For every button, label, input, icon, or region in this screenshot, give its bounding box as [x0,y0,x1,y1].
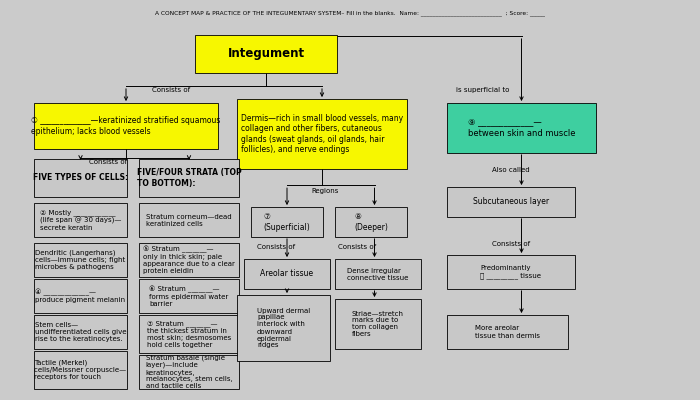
Text: ⑤ Stratum _______—
only in thick skin; pale
appearance due to a clear
protein el: ⑤ Stratum _______— only in thick skin; p… [143,246,235,274]
FancyBboxPatch shape [34,351,127,389]
FancyBboxPatch shape [34,203,127,237]
Text: Striae—stretch
marks due to
torn collagen
fibers: Striae—stretch marks due to torn collage… [352,310,404,338]
FancyBboxPatch shape [34,159,127,197]
FancyBboxPatch shape [139,279,239,313]
Text: More areolar
tissue than dermis: More areolar tissue than dermis [475,326,540,338]
Text: A CONCEPT MAP & PRACTICE OF THE INTEGUMENTARY SYSTEM– Fill in the blanks.  Name:: A CONCEPT MAP & PRACTICE OF THE INTEGUME… [155,10,545,16]
Text: Regions: Regions [312,188,340,194]
Text: Stratum corneum—dead
keratinized cells: Stratum corneum—dead keratinized cells [146,214,232,226]
Text: is superficial to: is superficial to [456,87,510,93]
Text: Consists of: Consists of [90,159,127,165]
FancyBboxPatch shape [139,203,239,237]
FancyBboxPatch shape [34,243,127,277]
Text: Subcutaneous layer: Subcutaneous layer [473,198,549,206]
Text: FIVE TYPES OF CELLS:: FIVE TYPES OF CELLS: [33,174,128,182]
FancyBboxPatch shape [335,207,407,237]
FancyBboxPatch shape [34,103,218,149]
Text: Dense irregular
connective tissue: Dense irregular connective tissue [347,268,409,280]
Text: Areolar tissue: Areolar tissue [260,270,314,278]
FancyBboxPatch shape [244,259,330,289]
Text: Integument: Integument [228,48,304,60]
Text: Tactile (Merkel)
cells/Meissner corpuscle—
receptors for touch: Tactile (Merkel) cells/Meissner corpuscl… [34,360,127,380]
Text: ⑥ Stratum _______—
forms epidermal water
barrier: ⑥ Stratum _______— forms epidermal water… [149,285,229,307]
Text: ⑧
(Deeper): ⑧ (Deeper) [354,212,388,232]
FancyBboxPatch shape [447,187,575,217]
FancyBboxPatch shape [139,315,239,353]
Text: Consists of: Consists of [153,87,190,93]
Text: Stem cells—
undifferentiated cells give
rise to the keratinocytes.: Stem cells— undifferentiated cells give … [35,322,126,342]
FancyBboxPatch shape [447,103,596,153]
FancyBboxPatch shape [335,259,421,289]
Text: Consists of: Consists of [258,244,295,250]
Text: Consists of: Consists of [492,241,530,247]
Text: ④ _____________—
produce pigment melanin: ④ _____________— produce pigment melanin [36,289,125,303]
Text: Consists of: Consists of [338,244,376,250]
Text: ① _____________—keratinized stratified squamous
epithelium; lacks blood vessels: ① _____________—keratinized stratified s… [32,116,220,136]
Text: ⑦
(Superficial): ⑦ (Superficial) [264,212,310,232]
Text: Dendritic (Langerhans)
cells—immune cells; fight
microbes & pathogens: Dendritic (Langerhans) cells—immune cell… [36,250,125,270]
Text: Predominantly
Ⓧ _________ tissue: Predominantly Ⓧ _________ tissue [480,265,542,279]
FancyBboxPatch shape [139,159,239,197]
FancyBboxPatch shape [251,207,323,237]
Text: Also called: Also called [492,167,530,173]
Text: ② Mostly ____________
(life span @ 30 days)—
secrete keratin: ② Mostly ____________ (life span @ 30 da… [40,209,121,231]
FancyBboxPatch shape [139,355,239,389]
Text: ⑨ _____________—
between skin and muscle: ⑨ _____________— between skin and muscle [468,118,575,138]
FancyBboxPatch shape [447,255,575,289]
FancyBboxPatch shape [34,315,127,349]
FancyBboxPatch shape [34,279,127,313]
FancyBboxPatch shape [237,295,330,361]
Text: ⑦ Stratum _______—
the thickest stratum in
most skin; desmosomes
hold cells toge: ⑦ Stratum _______— the thickest stratum … [147,320,231,348]
FancyBboxPatch shape [335,299,421,349]
Text: Dermis—rich in small blood vessels, many
collagen and other fibers, cutaneous
gl: Dermis—rich in small blood vessels, many… [241,114,403,154]
Text: FIVE/FOUR STRATA (TOP
TO BOTTOM):: FIVE/FOUR STRATA (TOP TO BOTTOM): [136,168,241,188]
FancyBboxPatch shape [139,243,239,277]
FancyBboxPatch shape [195,35,337,73]
FancyBboxPatch shape [447,315,568,349]
Text: Upward dermal
papillae
interlock with
downward
epidermal
ridges: Upward dermal papillae interlock with do… [257,308,310,348]
Text: Stratum basale (single
layer)—include
keratinocytes,
melanocytes, stem cells,
an: Stratum basale (single layer)—include ke… [146,354,232,390]
FancyBboxPatch shape [237,99,407,169]
